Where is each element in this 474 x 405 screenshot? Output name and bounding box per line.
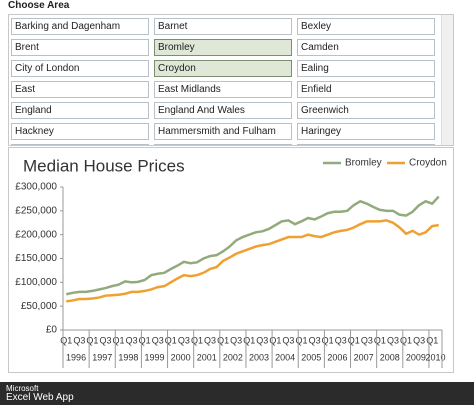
slicer-item[interactable]: Barnet — [154, 18, 292, 35]
x-tick-label: Q1 — [400, 335, 412, 345]
x-tick-label: Q1 — [296, 335, 308, 345]
year-label: 2009 — [406, 352, 426, 362]
slicer-title: Choose Area — [8, 0, 70, 11]
year-label: 2005 — [301, 352, 321, 362]
slicer-item[interactable]: Barking and Dagenham — [11, 18, 149, 35]
slicer-item[interactable]: Hammersmith and Fulham — [154, 123, 292, 140]
x-tick-label: Q3 — [73, 335, 85, 345]
slicer-item[interactable]: Hillingdon — [297, 144, 435, 145]
y-tick-label: £300,000 — [15, 182, 57, 193]
slicer-item[interactable]: Bromley — [154, 39, 292, 56]
x-tick-label: Q1 — [269, 335, 281, 345]
x-tick-label: Q1 — [374, 335, 386, 345]
x-tick-label: Q1 — [113, 335, 125, 345]
x-tick-label: Q1 — [60, 335, 72, 345]
x-tick-label: Q3 — [309, 335, 321, 345]
slicer-item[interactable]: East — [11, 81, 149, 98]
x-tick-label: Q3 — [178, 335, 190, 345]
year-label: 2006 — [327, 352, 347, 362]
slicer-item[interactable]: Brent — [11, 39, 149, 56]
brand: Microsoft — [6, 384, 39, 393]
x-tick-label: Q1 — [86, 335, 98, 345]
x-tick-label: Q3 — [256, 335, 268, 345]
series-line — [66, 195, 440, 296]
slicer-item[interactable]: Camden — [297, 39, 435, 56]
legend-label: Bromley — [345, 158, 382, 169]
slicer-item[interactable]: City of London — [11, 60, 149, 77]
slicer-item[interactable]: England And Wales — [154, 102, 292, 119]
slicer-item[interactable]: Havering — [154, 144, 292, 145]
y-tick-label: £250,000 — [15, 205, 57, 216]
year-label: 2000 — [171, 352, 191, 362]
x-tick-label: Q3 — [99, 335, 111, 345]
x-tick-label: Q3 — [152, 335, 164, 345]
slicer-item[interactable]: Greenwich — [297, 102, 435, 119]
x-tick-label: Q1 — [217, 335, 229, 345]
footer: Microsoft Excel Web App — [0, 382, 474, 405]
year-label: 1996 — [66, 352, 86, 362]
chart: Median House Prices £0 £50,000 £100,000 £15… — [8, 147, 454, 373]
series-line — [66, 219, 439, 303]
x-tick-label: Q1 — [426, 335, 438, 345]
x-tick-label: Q3 — [361, 335, 373, 345]
slicer-items: Barking and Dagenham Barnet Bexley Brent Bro… — [11, 18, 439, 145]
year-label: 2008 — [380, 352, 400, 362]
y-tick-label: £150,000 — [15, 253, 57, 264]
scrollbar[interactable] — [441, 15, 453, 145]
y-tick-label: £200,000 — [15, 229, 57, 240]
x-tick-label: Q3 — [204, 335, 216, 345]
slicer-item[interactable]: Croydon — [154, 60, 292, 77]
x-tick-label: Q3 — [230, 335, 242, 345]
x-tick-label: Q1 — [348, 335, 360, 345]
slicer-item[interactable]: Enfield — [297, 81, 435, 98]
x-tick-label: Q3 — [413, 335, 425, 345]
y-tick-label: £50,000 — [21, 301, 58, 312]
slicer: Barking and Dagenham Barnet Bexley Brent Bro… — [8, 14, 454, 146]
year-label: 1997 — [92, 352, 112, 362]
x-tick-label: Q1 — [243, 335, 255, 345]
slicer-item[interactable]: East Midlands — [154, 81, 292, 98]
slicer-item[interactable]: Bexley — [297, 18, 435, 35]
slicer-item[interactable]: Ealing — [297, 60, 435, 77]
legend-label: Croydon — [409, 158, 447, 169]
x-tick-label: Q3 — [335, 335, 347, 345]
product: Excel Web App — [6, 392, 74, 403]
slicer-item[interactable]: Haringey — [297, 123, 435, 140]
y-tick-label: £100,000 — [15, 277, 57, 288]
year-label: 1998 — [118, 352, 138, 362]
year-label: 2004 — [275, 352, 295, 362]
x-tick-label: Q3 — [387, 335, 399, 345]
x-tick-label: Q1 — [139, 335, 151, 345]
slicer-item[interactable]: Hackney — [11, 123, 149, 140]
x-tick-label: Q3 — [126, 335, 138, 345]
year-label: 2002 — [223, 352, 243, 362]
slicer-item[interactable]: England — [11, 102, 149, 119]
year-label: 1999 — [144, 352, 164, 362]
y-tick-label: £0 — [46, 325, 58, 336]
year-label: 2007 — [354, 352, 374, 362]
x-tick-label: Q3 — [282, 335, 294, 345]
slicer-item[interactable]: Harrow — [11, 144, 149, 145]
x-tick-label: Q1 — [165, 335, 177, 345]
year-label: 2001 — [197, 352, 217, 362]
x-tick-label: Q1 — [322, 335, 334, 345]
year-label: 2010 — [425, 352, 445, 362]
year-label: 2003 — [249, 352, 269, 362]
chart-title: Median House Prices — [23, 156, 185, 175]
x-tick-label: Q1 — [191, 335, 203, 345]
